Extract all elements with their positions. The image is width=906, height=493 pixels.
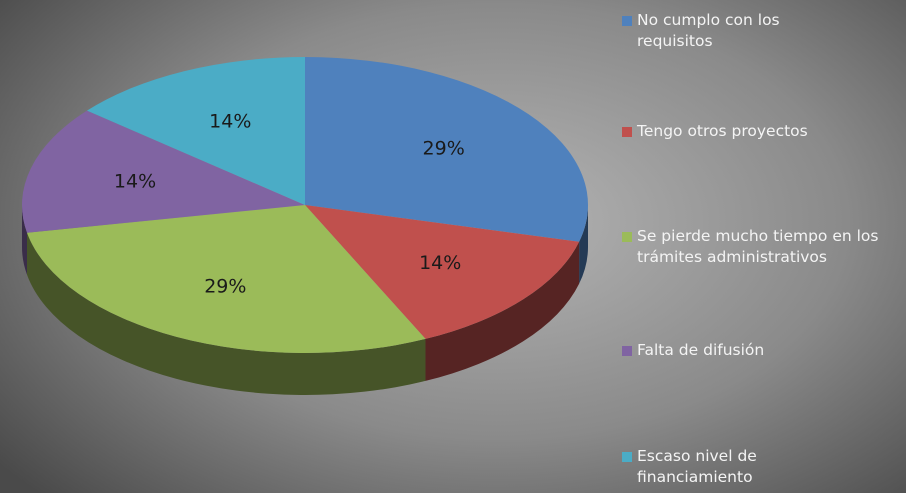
slice-side [27, 232, 426, 395]
slice [86, 57, 305, 205]
data-label: 14% [209, 110, 251, 132]
data-label: 14% [114, 171, 156, 193]
chart: 29% 14% 29% 14% 14% [22, 57, 588, 395]
slice-side [425, 241, 580, 381]
legend-item: No cumplo con los requisitos [622, 10, 782, 52]
legend-swatch [622, 16, 632, 26]
legend-item: Falta de difusión [622, 340, 862, 361]
legend-label: No cumplo con los requisitos [637, 11, 780, 50]
legend-swatch [622, 346, 632, 356]
legend-label: Tengo otros proyectos [637, 122, 808, 140]
data-label: 29% [204, 275, 246, 297]
slice [305, 57, 588, 242]
slice [305, 205, 580, 339]
slice-side [579, 205, 588, 284]
legend-swatch [622, 127, 632, 137]
legend-item: Se pierde mucho tiempo en los trámites a… [622, 226, 902, 268]
legend-swatch [622, 232, 632, 242]
legend-swatch [622, 452, 632, 462]
slice [27, 205, 426, 353]
legend-label: Se pierde mucho tiempo en los trámites a… [637, 227, 879, 266]
slice [22, 110, 306, 233]
legend-label: Escaso nivel de financiamiento [637, 447, 757, 486]
data-label: 29% [423, 137, 465, 159]
legend-item: Tengo otros proyectos [622, 121, 862, 142]
legend-label: Falta de difusión [637, 341, 765, 359]
slice-side [22, 205, 28, 275]
data-label: 14% [419, 252, 461, 274]
legend-item: Escaso nivel de financiamiento [622, 446, 782, 488]
